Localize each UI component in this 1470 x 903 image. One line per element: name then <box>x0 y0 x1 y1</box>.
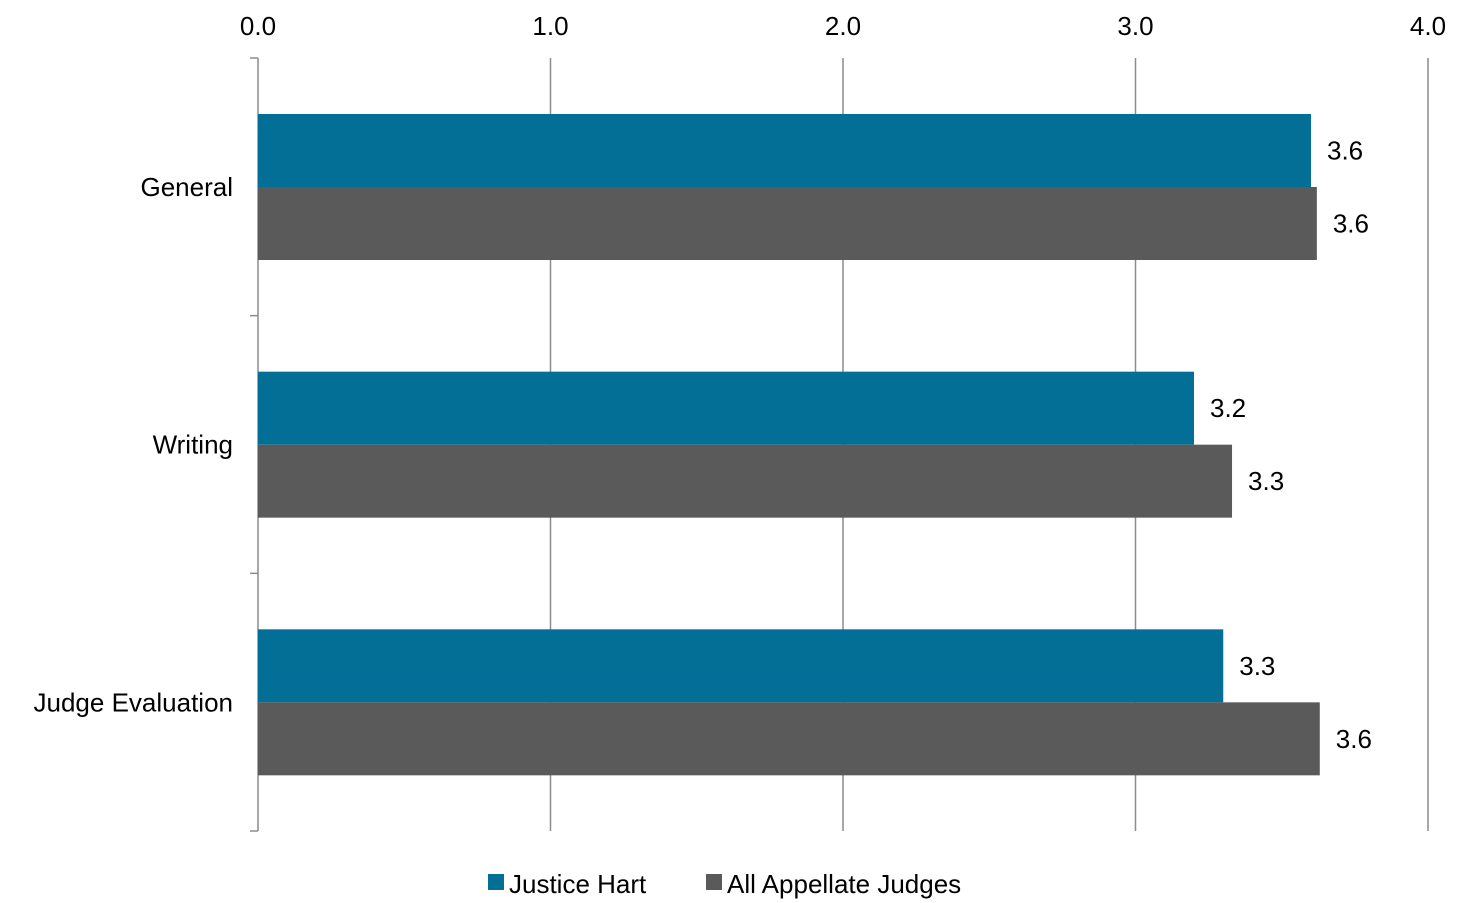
legend-swatch <box>706 874 722 890</box>
x-tick-label: 0.0 <box>240 11 276 41</box>
data-label: 3.6 <box>1336 724 1372 754</box>
data-label: 3.6 <box>1327 136 1363 166</box>
x-tick-label: 1.0 <box>532 11 568 41</box>
category-label: General <box>141 172 234 202</box>
bars <box>258 114 1320 776</box>
data-label: 3.6 <box>1333 209 1369 239</box>
bar-all-appellate-judges-1 <box>258 444 1233 518</box>
legend-swatch <box>488 874 504 890</box>
x-axis-ticks: 0.0 1.0 2.0 3.0 4.0 <box>240 11 1446 41</box>
bar-all-appellate-judges-0 <box>258 187 1317 260</box>
bar-justice-hart-0 <box>258 114 1311 187</box>
legend: Justice Hart All Appellate Judges <box>488 869 961 899</box>
data-label: 3.3 <box>1248 466 1284 496</box>
x-tick-label: 3.0 <box>1117 11 1153 41</box>
x-tick-label: 2.0 <box>825 11 861 41</box>
bar-all-appellate-judges-2 <box>258 702 1320 776</box>
category-label: Writing <box>153 430 233 460</box>
category-labels: General Writing Judge Evaluation <box>34 172 233 717</box>
x-tick-label: 4.0 <box>1410 11 1446 41</box>
bar-justice-hart-1 <box>258 371 1194 445</box>
category-label: Judge Evaluation <box>34 687 233 717</box>
data-label: 3.2 <box>1210 393 1246 423</box>
bar-justice-hart-2 <box>258 629 1224 703</box>
axes <box>250 57 259 832</box>
legend-label: All Appellate Judges <box>727 869 961 899</box>
data-labels: 3.6 3.6 3.2 3.3 3.3 3.6 <box>1210 136 1372 754</box>
legend-label: Justice Hart <box>509 869 647 899</box>
data-label: 3.3 <box>1239 651 1275 681</box>
